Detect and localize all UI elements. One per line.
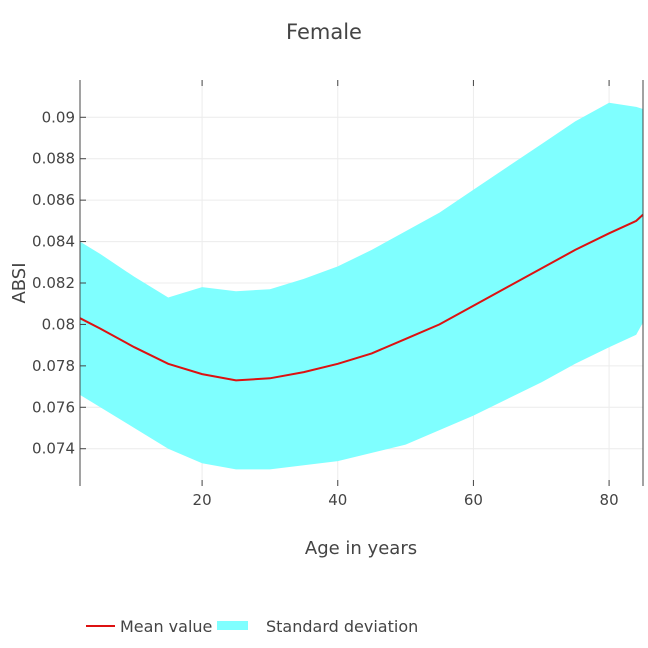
y-tick-label: 0.076 [32,398,75,416]
y-tick-label: 0.088 [32,150,75,168]
y-ticks: 0.074 0.076 0.078 0.08 0.082 0.084 0.086 0.088 0… [32,108,86,458]
x-ticks: 20 40 60 80 [193,80,619,509]
x-tick-label: 60 [464,491,483,509]
mean-value-line [79,213,644,382]
y-tick-label: 0.082 [32,274,75,292]
y-tick-label: 0.078 [32,357,75,375]
x-tick-label: 40 [328,491,347,509]
y-tick-label: 0.084 [32,233,75,251]
chart-title: Female [286,20,362,44]
y-axis-title: ABSI [9,262,30,303]
std-dev-band [80,102,643,470]
legend: Mean value Standard deviation [86,617,418,636]
legend-mean-label: Mean value [120,617,212,636]
band-layer [80,102,643,470]
line-layer [79,213,644,382]
x-tick-label: 80 [600,491,619,509]
y-tick-label: 0.08 [42,315,75,333]
y-tick-label: 0.074 [32,440,75,458]
legend-sd-swatch [217,621,248,630]
y-tick-label: 0.086 [32,191,75,209]
x-axis-title: Age in years [305,538,417,559]
legend-sd-label: Standard deviation [266,617,418,636]
x-tick-label: 20 [193,491,212,509]
y-tick-label: 0.09 [42,108,75,126]
